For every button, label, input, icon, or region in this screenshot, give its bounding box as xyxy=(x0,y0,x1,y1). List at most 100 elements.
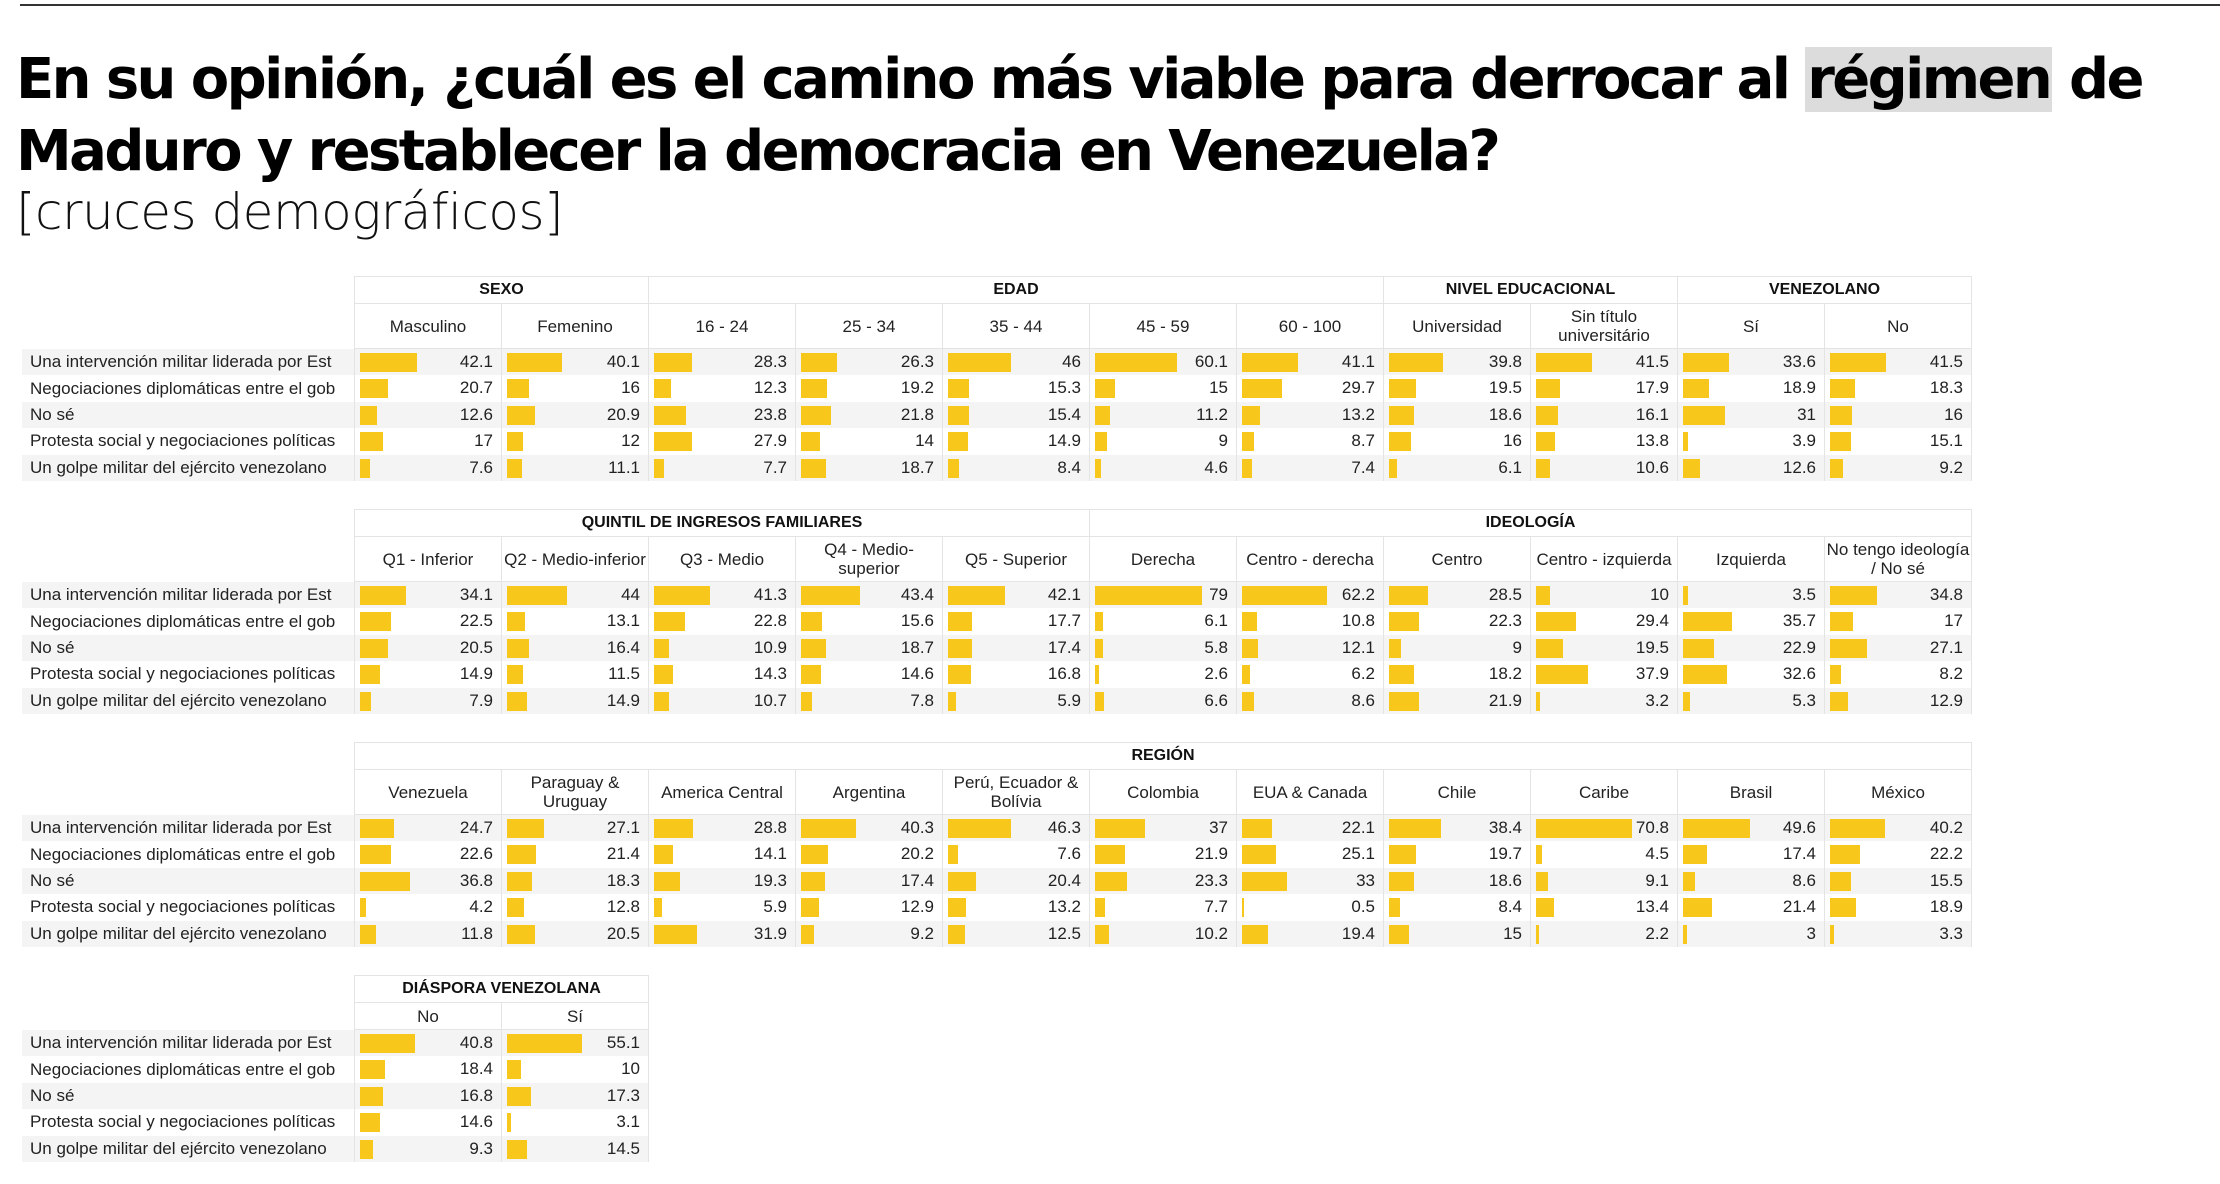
crosstab-table: SEXO EDAD NIVEL EDUCACIONAL VENEZOLANO Mascu… xyxy=(22,276,1972,481)
value-bar xyxy=(654,691,669,711)
value-bar xyxy=(1242,924,1269,944)
value-bar xyxy=(1095,845,1125,865)
data-cell: 14.6 xyxy=(354,1109,502,1136)
data-cell: 6.6 xyxy=(1089,687,1237,714)
value-bar xyxy=(1830,458,1843,478)
data-cell: 16 xyxy=(501,375,649,402)
value-label: 49.6 xyxy=(1782,818,1816,837)
data-cell: 21.4 xyxy=(501,841,649,868)
value-label: 13.8 xyxy=(1635,431,1669,451)
value-bar xyxy=(1830,379,1855,399)
value-bar xyxy=(507,1060,521,1080)
data-cell: 20.4 xyxy=(942,867,1090,895)
value-label: 39.8 xyxy=(1488,352,1522,371)
data-cell: 41.5 xyxy=(1824,348,1972,376)
value-label: 22.6 xyxy=(459,844,493,864)
data-cell: 41.3 xyxy=(648,581,796,609)
value-label: 8.4 xyxy=(1498,897,1522,917)
value-label: 15 xyxy=(1503,923,1522,943)
value-label: 41.3 xyxy=(753,585,787,604)
data-cell: 18.9 xyxy=(1824,894,1972,921)
corner-blank xyxy=(22,1003,355,1030)
title-highlight: régimen xyxy=(1805,47,2053,112)
value-bar xyxy=(360,638,388,658)
row-label: Un golpe militar del ejército venezolano xyxy=(22,1135,355,1162)
value-label: 15.6 xyxy=(900,611,934,631)
data-cell: 19.7 xyxy=(1383,841,1531,868)
value-bar xyxy=(360,924,377,944)
value-label: 28.5 xyxy=(1488,585,1522,604)
data-cell: 16.4 xyxy=(501,634,649,662)
value-bar xyxy=(1536,638,1563,658)
value-label: 10.9 xyxy=(753,637,787,657)
value-label: 11.8 xyxy=(461,923,493,943)
table-row: Protesta social y negociaciones política… xyxy=(22,894,1972,921)
value-label: 10.2 xyxy=(1194,923,1228,943)
data-cell: 3.5 xyxy=(1677,581,1825,609)
row-label: Una intervención militar liderada por Es… xyxy=(22,581,355,609)
column-header: Sí xyxy=(501,1002,649,1030)
value-bar xyxy=(1242,871,1287,891)
value-label: 33 xyxy=(1356,870,1375,890)
data-cell: 12.9 xyxy=(1824,687,1972,714)
row-label: No sé xyxy=(22,634,355,662)
value-bar xyxy=(1095,665,1099,685)
value-bar xyxy=(507,871,532,891)
table-row: Una intervención militar liderada por Es… xyxy=(22,581,1972,609)
value-bar xyxy=(507,405,536,425)
value-bar xyxy=(360,1060,386,1080)
data-cell: 10.7 xyxy=(648,687,796,714)
value-label: 32.6 xyxy=(1782,664,1816,684)
value-bar xyxy=(1389,871,1415,891)
value-label: 10.6 xyxy=(1635,457,1669,477)
value-bar xyxy=(1830,819,1885,838)
value-bar xyxy=(948,458,960,478)
data-cell: 12.3 xyxy=(648,375,796,402)
column-header: Centro xyxy=(1383,536,1531,582)
column-header-row: Venezuela Paraguay & Uruguay America Centr… xyxy=(22,769,1972,815)
data-cell: 46.3 xyxy=(942,814,1090,842)
page-subtitle: [cruces demográficos] xyxy=(16,183,564,241)
value-bar xyxy=(360,612,391,632)
value-bar xyxy=(801,665,821,685)
value-bar xyxy=(1389,458,1398,478)
value-bar xyxy=(1389,612,1420,632)
data-cell: 15 xyxy=(1383,920,1531,947)
value-label: 6.1 xyxy=(1498,457,1522,477)
row-label: Protesta social y negociaciones política… xyxy=(22,894,355,921)
data-cell: 21.8 xyxy=(795,401,943,429)
value-bar xyxy=(948,405,969,425)
column-header: Paraguay & Uruguay xyxy=(501,769,649,815)
data-cell: 17.7 xyxy=(942,608,1090,635)
data-cell: 4.5 xyxy=(1530,841,1678,868)
column-header: Derecha xyxy=(1089,536,1237,582)
data-cell: 5.8 xyxy=(1089,634,1237,662)
value-bar xyxy=(654,458,665,478)
value-label: 16.1 xyxy=(1635,404,1669,424)
value-bar xyxy=(1242,458,1253,478)
value-label: 16 xyxy=(1944,404,1963,424)
data-cell: 14.1 xyxy=(648,841,796,868)
corner-blank xyxy=(22,770,355,815)
value-bar xyxy=(1389,665,1414,685)
value-bar xyxy=(1830,845,1861,865)
value-bar xyxy=(1683,691,1691,711)
data-cell: 40.3 xyxy=(795,814,943,842)
data-cell: 15.1 xyxy=(1824,428,1972,455)
data-cell: 38.4 xyxy=(1383,814,1531,842)
value-bar xyxy=(1389,586,1428,605)
value-bar xyxy=(360,458,371,478)
data-cell: 22.5 xyxy=(354,608,502,635)
column-header: Argentina xyxy=(795,769,943,815)
value-label: 17.4 xyxy=(900,870,934,890)
value-label: 12.9 xyxy=(1929,690,1963,710)
value-label: 4.2 xyxy=(469,897,493,917)
value-label: 22.2 xyxy=(1929,844,1963,864)
column-header-row: No Sí xyxy=(22,1002,649,1030)
value-bar xyxy=(1242,586,1327,605)
data-cell: 18.9 xyxy=(1677,375,1825,402)
value-label: 23.8 xyxy=(753,404,787,424)
value-label: 9 xyxy=(1512,637,1522,657)
value-label: 18.6 xyxy=(1488,870,1522,890)
data-cell: 10.8 xyxy=(1236,608,1384,635)
